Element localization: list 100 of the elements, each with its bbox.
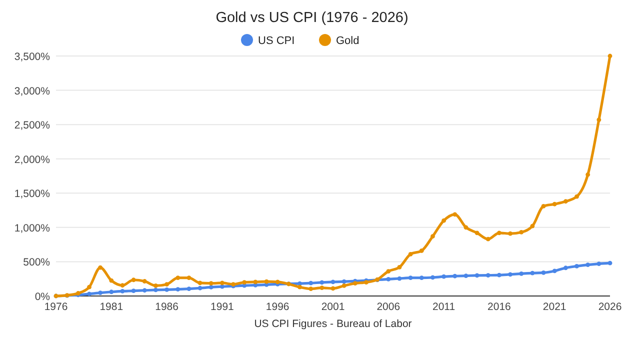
point — [298, 284, 302, 290]
point — [430, 275, 435, 280]
point — [530, 270, 535, 276]
y-tick-label: 500% — [23, 256, 50, 269]
point — [408, 276, 413, 280]
point — [608, 260, 612, 266]
x-tick-label: 2011 — [432, 301, 456, 313]
point — [98, 290, 103, 295]
y-tick-label: 1,500% — [14, 188, 50, 200]
point — [541, 204, 546, 208]
point — [474, 230, 480, 236]
point — [308, 286, 314, 291]
point — [131, 278, 136, 282]
point — [452, 212, 458, 217]
point — [497, 272, 502, 278]
point — [508, 231, 512, 236]
point — [530, 224, 535, 228]
point — [131, 288, 136, 294]
point — [563, 199, 568, 204]
point — [397, 276, 402, 281]
x-tick-label: 2006 — [376, 301, 400, 313]
point — [386, 269, 391, 274]
point — [109, 290, 114, 294]
point — [596, 118, 602, 122]
point — [142, 279, 147, 284]
point — [486, 273, 490, 278]
point — [541, 270, 546, 275]
point — [442, 274, 446, 279]
point — [408, 252, 413, 256]
point — [198, 286, 202, 290]
point — [608, 54, 612, 58]
point — [320, 286, 324, 290]
point — [275, 280, 280, 284]
x-tick-label: 2001 — [321, 301, 345, 313]
point — [464, 225, 468, 230]
point — [253, 280, 258, 284]
point — [264, 279, 269, 284]
point — [586, 262, 590, 267]
point — [87, 284, 92, 290]
y-tick-label: 0% — [34, 291, 50, 303]
x-tick-label: 2016 — [488, 301, 512, 313]
point — [519, 230, 524, 234]
point — [220, 280, 224, 286]
point — [419, 248, 424, 253]
y-tick-label: 1,000% — [14, 222, 50, 234]
x-tick-label: 1976 — [44, 301, 68, 313]
legend-label: US CPI — [258, 35, 295, 47]
point — [120, 283, 125, 288]
point — [120, 289, 125, 294]
point — [397, 265, 402, 270]
point — [519, 272, 524, 276]
x-tick-label: 1981 — [100, 301, 124, 313]
point — [220, 284, 224, 289]
x-tick-label: 1991 — [210, 301, 234, 313]
point — [142, 288, 147, 293]
point — [474, 273, 480, 278]
point — [342, 284, 346, 288]
point — [164, 287, 169, 292]
point — [176, 276, 180, 280]
y-tick-label: 3,000% — [14, 85, 50, 98]
x-tick-label: 2021 — [542, 301, 566, 313]
point — [109, 278, 114, 283]
point — [320, 280, 324, 285]
point — [464, 274, 468, 278]
point — [164, 282, 169, 287]
x-tick-label: 1996 — [266, 301, 290, 313]
point — [208, 281, 214, 286]
y-tick-label: 2,000% — [14, 154, 50, 166]
point — [596, 262, 602, 266]
point — [508, 272, 512, 277]
point — [298, 281, 302, 286]
point — [430, 234, 435, 239]
point — [98, 265, 103, 270]
chart-title: Gold vs US CPI (1976 - 2026) — [216, 10, 408, 26]
y-tick-label: 3,500% — [14, 51, 50, 63]
point — [186, 286, 192, 291]
point — [574, 194, 579, 199]
point — [176, 287, 180, 292]
point — [452, 274, 458, 278]
point — [419, 276, 424, 280]
point — [242, 280, 247, 284]
point — [442, 218, 446, 223]
point — [154, 284, 158, 288]
point — [386, 277, 391, 282]
point — [87, 292, 92, 296]
point — [497, 230, 502, 236]
point — [563, 266, 568, 270]
text: US CPI Figures - Bureau of Labor — [254, 318, 412, 330]
point — [330, 280, 336, 284]
x-tick-label: 1986 — [155, 301, 179, 313]
point — [208, 285, 214, 290]
x-tick-label: 2026 — [598, 301, 622, 313]
legend-label: Gold — [336, 35, 360, 47]
point — [308, 280, 314, 286]
point — [552, 268, 557, 274]
point — [486, 236, 490, 242]
point — [198, 280, 202, 286]
point — [552, 202, 557, 206]
point — [186, 276, 192, 280]
point — [586, 172, 590, 177]
